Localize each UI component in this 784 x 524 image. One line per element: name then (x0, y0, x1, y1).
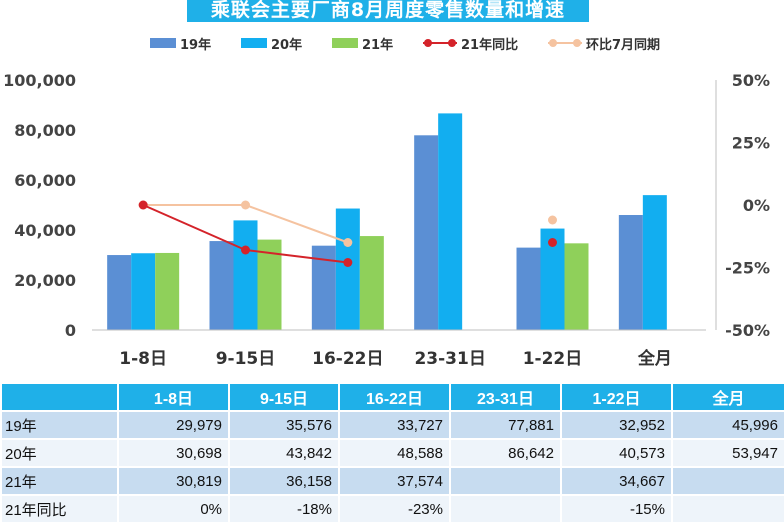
table-cell: 34,667 (560, 466, 673, 496)
table-cell (449, 466, 562, 496)
bar-19年 (618, 215, 643, 330)
point-环比7月同期 (343, 238, 353, 247)
table-row: 21年 30,819 36,158 37,574 34,667 (0, 466, 784, 496)
bar-19年 (414, 135, 439, 330)
legend-label: 20年 (271, 37, 302, 53)
y-right-tick-label: -25% (725, 259, 770, 278)
table-header-cell: 1-22日 (560, 382, 673, 412)
table-cell: 0% (117, 494, 230, 524)
chart-area: 0 20,000 40,000 60,000 80,000 100,000 -50% -25%… (3, 0, 770, 369)
data-table: 1-8日 9-15日 16-22日 23-31日 1-22日 全月 19年 29… (0, 382, 784, 524)
bar-19年 (209, 241, 234, 330)
legend-swatch (424, 39, 432, 47)
table-cell: 53,947 (671, 438, 784, 468)
legend-label: 21年同比 (461, 37, 518, 53)
legend-label: 19年 (180, 37, 211, 53)
table-row: 20年 30,698 43,842 48,588 86,642 40,573 5… (0, 438, 784, 468)
y-right-tick-label: 50% (732, 71, 770, 90)
y-right-tick-label: 25% (732, 134, 770, 153)
x-tick-label: 1-22日 (523, 349, 583, 369)
bar-19年 (107, 255, 132, 330)
legend-swatch (332, 38, 358, 48)
point-环比7月同期 (548, 215, 557, 225)
table-cell: 30,698 (117, 438, 230, 468)
bar-20年 (438, 113, 463, 331)
y-left-tick-label: 40,000 (14, 221, 76, 240)
bar-20年 (335, 208, 360, 330)
table-row: 19年 29,979 35,576 33,727 77,881 32,952 4… (0, 410, 784, 440)
legend-swatch (549, 39, 557, 47)
legend-swatch (573, 39, 581, 47)
legend-label: 21年 (362, 37, 393, 53)
table-cell: 45,996 (671, 410, 784, 440)
y-left-tick-label: 0 (65, 321, 76, 340)
table-cell (449, 494, 562, 524)
bar-21年 (359, 236, 384, 330)
table-cell: -18% (228, 494, 340, 524)
table-cell (671, 494, 784, 524)
bar-19年 (516, 247, 541, 330)
table-row: 21年同比 0% -18% -23% -15% (0, 494, 784, 524)
table-cell: 35,576 (228, 410, 340, 440)
table-header-corner (0, 382, 119, 412)
y-right-tick-label: 0% (743, 196, 770, 215)
table-header-cell: 16-22日 (338, 382, 451, 412)
bar-21年 (155, 252, 180, 330)
x-tick-label: 16-22日 (312, 349, 383, 369)
legend-swatch (150, 38, 176, 48)
table-cell: 30,819 (117, 466, 230, 496)
row-label: 20年 (0, 438, 119, 468)
y-left-tick-label: 60,000 (14, 171, 76, 190)
y-left-tick-label: 80,000 (14, 121, 76, 140)
table-cell: 32,952 (560, 410, 673, 440)
table-cell (671, 466, 784, 496)
legend-swatch (241, 38, 267, 48)
line-21年同比 (245, 249, 348, 264)
x-tick-label: 23-31日 (414, 349, 485, 369)
point-环比7月同期 (241, 200, 250, 210)
table-cell: 29,979 (117, 410, 230, 440)
point-21年同比 (241, 245, 250, 255)
line-环比7月同期 (245, 204, 349, 244)
point-21年同比 (548, 238, 557, 247)
bar-20年 (131, 253, 156, 330)
table-cell: 86,642 (449, 438, 562, 468)
x-tick-label: 全月 (637, 348, 672, 369)
table-header-cell: 9-15日 (228, 382, 340, 412)
point-21年同比 (138, 200, 148, 210)
table-header-cell: 全月 (671, 382, 784, 412)
point-21年同比 (343, 258, 353, 267)
y-left-tick-label: 20,000 (14, 271, 76, 290)
table-cell: -23% (338, 494, 451, 524)
table-header-cell: 1-8日 (117, 382, 230, 412)
chart-title: 乘联会主要厂商8月周度零售数量和增速 (187, 0, 589, 22)
y-left-tick-label: 100,000 (3, 71, 76, 90)
bar-20年 (233, 220, 258, 330)
table-cell: 37,574 (338, 466, 451, 496)
table-cell: -15% (560, 494, 673, 524)
row-label: 21年 (0, 466, 119, 496)
line-21年同比 (142, 204, 246, 251)
row-label: 19年 (0, 410, 119, 440)
legend-swatch (448, 39, 456, 47)
table-header-cell: 23-31日 (449, 382, 562, 412)
table-header-row: 1-8日 9-15日 16-22日 23-31日 1-22日 全月 (0, 382, 784, 412)
row-label: 21年同比 (0, 494, 119, 524)
table-cell: 36,158 (228, 466, 340, 496)
table-cell: 77,881 (449, 410, 562, 440)
table-cell: 33,727 (338, 410, 451, 440)
x-tick-label: 1-8日 (119, 349, 167, 369)
y-right-tick-label: -50% (725, 321, 770, 340)
chart-svg: 0 20,000 40,000 60,000 80,000 100,000 -50% -25%… (3, 37, 770, 369)
bar-21年 (564, 243, 589, 330)
legend-label: 环比7月同期 (586, 37, 660, 53)
table-cell: 43,842 (228, 438, 340, 468)
table-cell: 40,573 (560, 438, 673, 468)
bar-20年 (642, 195, 667, 330)
table-cell: 48,588 (338, 438, 451, 468)
x-tick-label: 9-15日 (216, 349, 276, 369)
